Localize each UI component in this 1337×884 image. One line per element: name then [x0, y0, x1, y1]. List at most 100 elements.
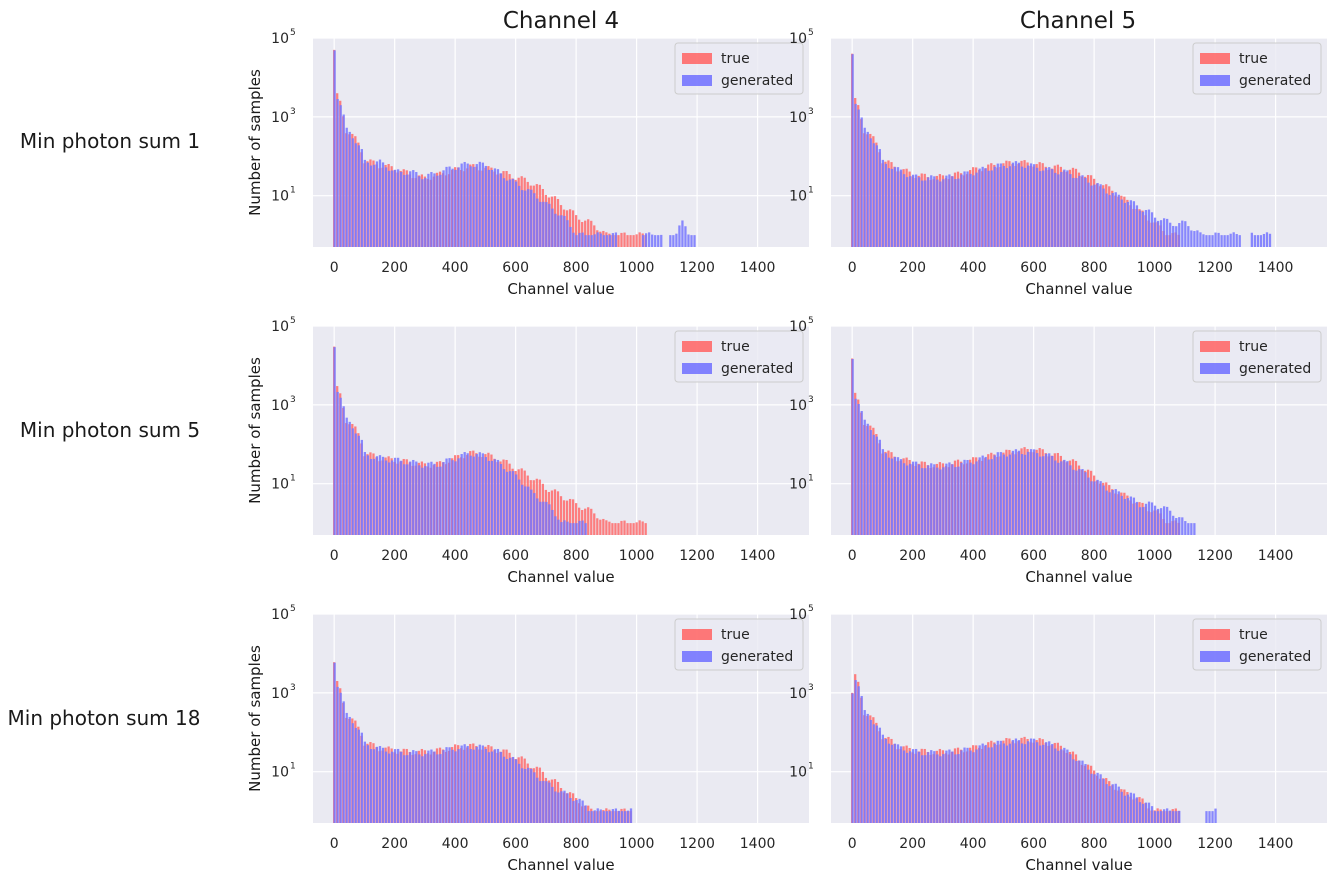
bar-generated	[499, 463, 503, 535]
bar-generated	[493, 168, 497, 247]
x-tick-label: 200	[899, 260, 926, 276]
bar-generated	[493, 749, 497, 823]
bar-generated	[366, 455, 370, 535]
bar-generated	[936, 467, 939, 535]
bar-generated	[442, 170, 445, 247]
legend-label-true: true	[721, 51, 750, 67]
bar-generated	[1020, 454, 1024, 535]
bar-true	[584, 220, 587, 247]
legend-label-true: true	[1239, 627, 1268, 643]
bar-generated	[345, 417, 348, 535]
bar-generated	[575, 523, 578, 535]
bar-generated	[854, 680, 857, 823]
bar-generated	[875, 145, 878, 247]
bar-generated	[1054, 172, 1057, 247]
bar-generated	[1208, 811, 1211, 823]
bar-generated	[563, 215, 566, 247]
bar-generated	[357, 435, 360, 535]
bar-generated	[1090, 773, 1093, 823]
bar-generated	[384, 460, 388, 535]
bar-generated	[545, 781, 548, 823]
bar-generated	[1020, 743, 1024, 823]
bar-generated	[1008, 454, 1012, 535]
bar-generated	[566, 793, 569, 823]
bar-generated	[424, 178, 427, 247]
bar-generated	[393, 749, 397, 823]
bar-generated	[1120, 495, 1123, 535]
bar-generated	[487, 460, 490, 535]
bar-generated	[975, 749, 978, 823]
bar-generated	[1138, 210, 1142, 247]
bar-true	[556, 491, 560, 535]
bar-generated	[508, 179, 512, 247]
bar-generated	[460, 163, 463, 247]
bar-generated	[911, 461, 915, 535]
bar-generated	[681, 220, 684, 247]
bar-generated	[1114, 192, 1117, 247]
bar-generated	[1072, 759, 1075, 823]
bar-generated	[481, 745, 484, 823]
bar-true	[584, 508, 587, 535]
bar-generated	[1026, 451, 1030, 535]
bar-generated	[502, 178, 506, 247]
bar-generated	[403, 464, 406, 535]
bar-generated	[1087, 182, 1090, 247]
bar-generated	[1023, 454, 1027, 535]
bar-generated	[554, 791, 557, 823]
bar-true	[617, 235, 620, 247]
bar-generated	[669, 235, 672, 247]
bar-generated	[490, 460, 494, 535]
y-tick-label-exponent: 5	[290, 28, 296, 38]
y-tick-label-base: 10	[789, 607, 807, 623]
bar-generated	[1135, 797, 1139, 823]
bar-generated	[857, 404, 860, 535]
bar-generated	[439, 174, 442, 247]
bar-generated	[930, 463, 933, 535]
bar-generated	[436, 466, 439, 535]
y-tick-label-exponent: 1	[290, 186, 296, 196]
bar-generated	[360, 149, 363, 247]
bar-generated	[475, 164, 478, 247]
x-tick-label: 1000	[1137, 836, 1173, 852]
x-tick-label: 0	[330, 260, 339, 276]
bar-generated	[1048, 741, 1051, 823]
x-tick-label: 0	[848, 836, 857, 852]
bar-generated	[451, 168, 454, 247]
bar-generated	[375, 456, 379, 535]
bar-generated	[508, 471, 512, 535]
bar-generated	[969, 462, 972, 535]
bar-generated	[584, 235, 587, 247]
bar-generated	[1202, 234, 1205, 247]
bar-generated	[957, 178, 960, 247]
bar-generated	[1069, 754, 1072, 823]
bar-generated	[1078, 175, 1081, 247]
bar-generated	[339, 105, 342, 247]
y-tick-label-base: 10	[271, 398, 289, 414]
bar-generated	[1081, 469, 1084, 535]
x-tick-label: 0	[330, 836, 339, 852]
bar-generated	[378, 455, 382, 535]
y-tick-label-exponent: 1	[290, 762, 296, 772]
bar-true	[559, 496, 563, 535]
bar-generated	[1108, 492, 1111, 535]
bar-true	[562, 500, 566, 535]
bar-generated	[1181, 517, 1184, 535]
bar-generated	[463, 161, 466, 247]
bar-true	[614, 523, 617, 535]
bar-generated	[1211, 235, 1214, 247]
bar-generated	[400, 751, 403, 823]
y-tick-label-exponent: 3	[290, 683, 296, 693]
bar-generated	[869, 138, 872, 247]
bar-generated	[599, 233, 602, 247]
bar-generated	[487, 169, 490, 247]
bar-generated	[572, 232, 575, 247]
x-tick-label: 200	[899, 548, 926, 564]
bar-generated	[1111, 490, 1114, 535]
bar-generated	[993, 166, 996, 247]
bar-generated	[1144, 210, 1148, 247]
bar-generated	[1069, 465, 1072, 535]
y-tick-label-base: 10	[271, 319, 289, 335]
bar-generated	[566, 220, 569, 247]
bar-generated	[1011, 162, 1015, 247]
